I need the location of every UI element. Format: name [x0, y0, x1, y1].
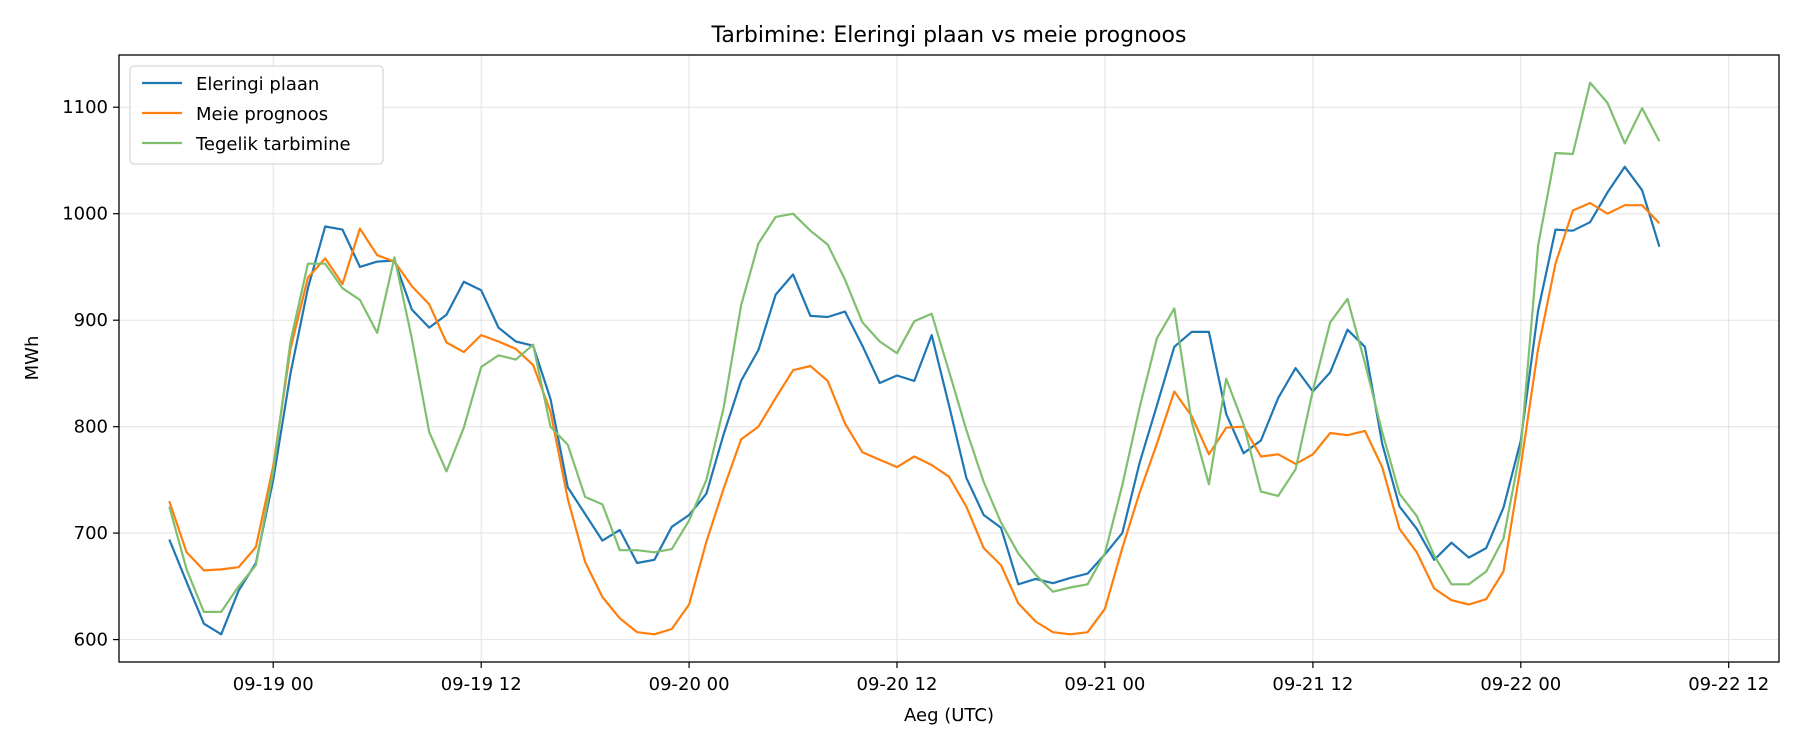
y-tick-label: 600 [74, 630, 108, 651]
x-tick-label: 09-20 12 [857, 674, 938, 695]
x-tick-label: 09-20 00 [649, 674, 730, 695]
y-tick-label: 900 [74, 310, 108, 331]
series-lines [168, 81, 1661, 636]
y-tick-label: 1100 [62, 97, 108, 118]
x-axis: 09-19 00 09-19 12 09-20 00 09-20 12 09-21 00… [233, 662, 1769, 695]
legend-label-meie-prognoos: Meie prognoos [196, 104, 328, 125]
x-tick-label: 09-22 12 [1688, 674, 1769, 695]
x-tick-label: 09-21 12 [1272, 674, 1353, 695]
x-axis-title: Aeg (UTC) [904, 705, 994, 726]
x-tick-label: 09-22 00 [1480, 674, 1561, 695]
plot-frame [118, 54, 1780, 663]
legend: Eleringi plaan Meie prognoos Tegelik tar… [129, 65, 384, 165]
y-tick-label: 800 [74, 417, 108, 438]
y-tick-label: 700 [74, 523, 108, 544]
series-line-eleringi-plaan [168, 165, 1661, 636]
x-tick-label: 09-21 00 [1064, 674, 1145, 695]
y-axis-title: MWh [22, 336, 43, 381]
grid [119, 55, 1779, 662]
legend-label-tegelik-tarbimine: Tegelik tarbimine [195, 134, 351, 155]
y-tick-label: 1000 [62, 204, 108, 225]
series-line-tegelik-tarbimine [168, 81, 1661, 614]
series-line-meie-prognoos [168, 201, 1661, 636]
legend-label-eleringi-plaan: Eleringi plaan [196, 74, 319, 95]
chart-title: Tarbimine: Eleringi plaan vs meie progno… [711, 23, 1187, 48]
y-axis: 600 700 800 900 1000 1100 [62, 97, 119, 651]
x-tick-label: 09-19 00 [233, 674, 314, 695]
legend-box [129, 65, 384, 165]
x-tick-label: 09-19 12 [441, 674, 522, 695]
